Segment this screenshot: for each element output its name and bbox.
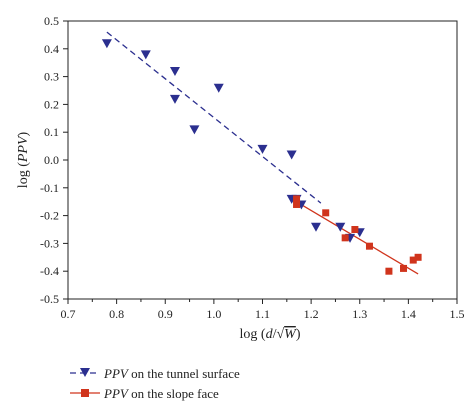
x-tick-label: 1.5 (450, 307, 465, 321)
triangle-marker (257, 144, 268, 154)
x-axis-label-root: √ (276, 327, 284, 342)
triangle-marker (169, 67, 180, 77)
square-marker (293, 200, 301, 208)
legend-slope-rest: on the slope face (128, 386, 219, 401)
plot-frame (67, 20, 458, 300)
square-marker (365, 242, 373, 250)
square-marker (414, 253, 422, 261)
triangle-marker (335, 222, 346, 232)
y-axis-ticks: 0.5 0.4 0.3 0.2 0.1 0.0 -0.1 -0.2 -0.3 -0.4 -0.5 (40, 14, 68, 306)
fit-line-series-0 (106, 31, 322, 204)
legend-tunnel-var: PPV (103, 366, 130, 381)
legend-slope-var: PPV (103, 386, 130, 401)
y-axis-label: log (PPV) (16, 131, 31, 188)
y-tick-label: 0.3 (44, 70, 59, 84)
triangle-marker (140, 50, 151, 60)
x-axis-label-slash: / (273, 327, 277, 342)
x-tick-label: 0.8 (109, 307, 124, 321)
y-tick-label: 0.1 (44, 125, 59, 139)
legend-label-tunnel: PPV on the tunnel surface (103, 366, 240, 381)
square-marker (351, 226, 359, 233)
x-tick-label: 1.1 (255, 307, 270, 321)
y-axis-label-var: PPV (16, 135, 31, 163)
fit-line-series-1 (291, 198, 419, 275)
triangle-marker (101, 39, 112, 49)
triangle-marker (189, 125, 200, 135)
square-marker (385, 267, 393, 275)
square-marker (341, 234, 349, 242)
plot-area: 0.7 0.8 0.9 1.0 1.1 1.2 1.3 1.4 1.5 0.5 0.4 0.3 0.2… (40, 14, 465, 321)
legend: PPV on the tunnel surface PPV on the slo… (70, 366, 240, 401)
y-tick-label: 0.2 (44, 97, 59, 111)
fit-lines (106, 31, 419, 275)
x-tick-label: 1.0 (206, 307, 221, 321)
y-tick-label: 0.0 (44, 153, 59, 167)
legend-triangle-marker (80, 368, 90, 377)
x-axis-label: log (d/√W) (240, 327, 301, 342)
x-axis-label-w: W (284, 327, 297, 342)
x-tick-label: 0.7 (61, 307, 76, 321)
y-tick-label: 0.4 (44, 42, 59, 56)
legend-item-slope: PPV on the slope face (70, 386, 219, 401)
triangle-marker (169, 94, 180, 104)
x-tick-label: 1.2 (304, 307, 319, 321)
square-marker (322, 209, 330, 217)
x-tick-label: 0.9 (158, 307, 173, 321)
y-tick-label: -0.4 (40, 264, 59, 278)
y-tick-label: -0.1 (40, 181, 59, 195)
y-tick-label: -0.2 (40, 209, 59, 223)
y-axis-label-suffix: ) (16, 131, 31, 136)
square-marker (409, 256, 417, 264)
x-axis-label-prefix: log ( (240, 327, 266, 342)
legend-square-marker (81, 389, 89, 397)
x-axis-label-suffix: ) (296, 327, 301, 342)
legend-item-tunnel: PPV on the tunnel surface (70, 366, 240, 381)
data-markers (101, 39, 422, 275)
square-marker (400, 264, 408, 272)
square-marker (293, 195, 301, 203)
legend-label-slope: PPV on the slope face (103, 386, 219, 401)
y-tick-label: -0.5 (40, 292, 59, 306)
triangle-marker (213, 83, 224, 93)
legend-tunnel-rest: on the tunnel surface (128, 366, 240, 381)
x-axis-ticks: 0.7 0.8 0.9 1.0 1.1 1.2 1.3 1.4 1.5 (61, 299, 465, 321)
y-tick-label: 0.5 (44, 14, 59, 28)
triangle-marker (310, 222, 321, 232)
x-tick-label: 1.3 (352, 307, 367, 321)
x-tick-label: 1.4 (401, 307, 416, 321)
x-axis-label-d: d (266, 327, 274, 342)
y-axis-label-prefix: log ( (16, 162, 31, 188)
triangle-marker (286, 150, 297, 160)
y-tick-label: -0.3 (40, 236, 59, 250)
